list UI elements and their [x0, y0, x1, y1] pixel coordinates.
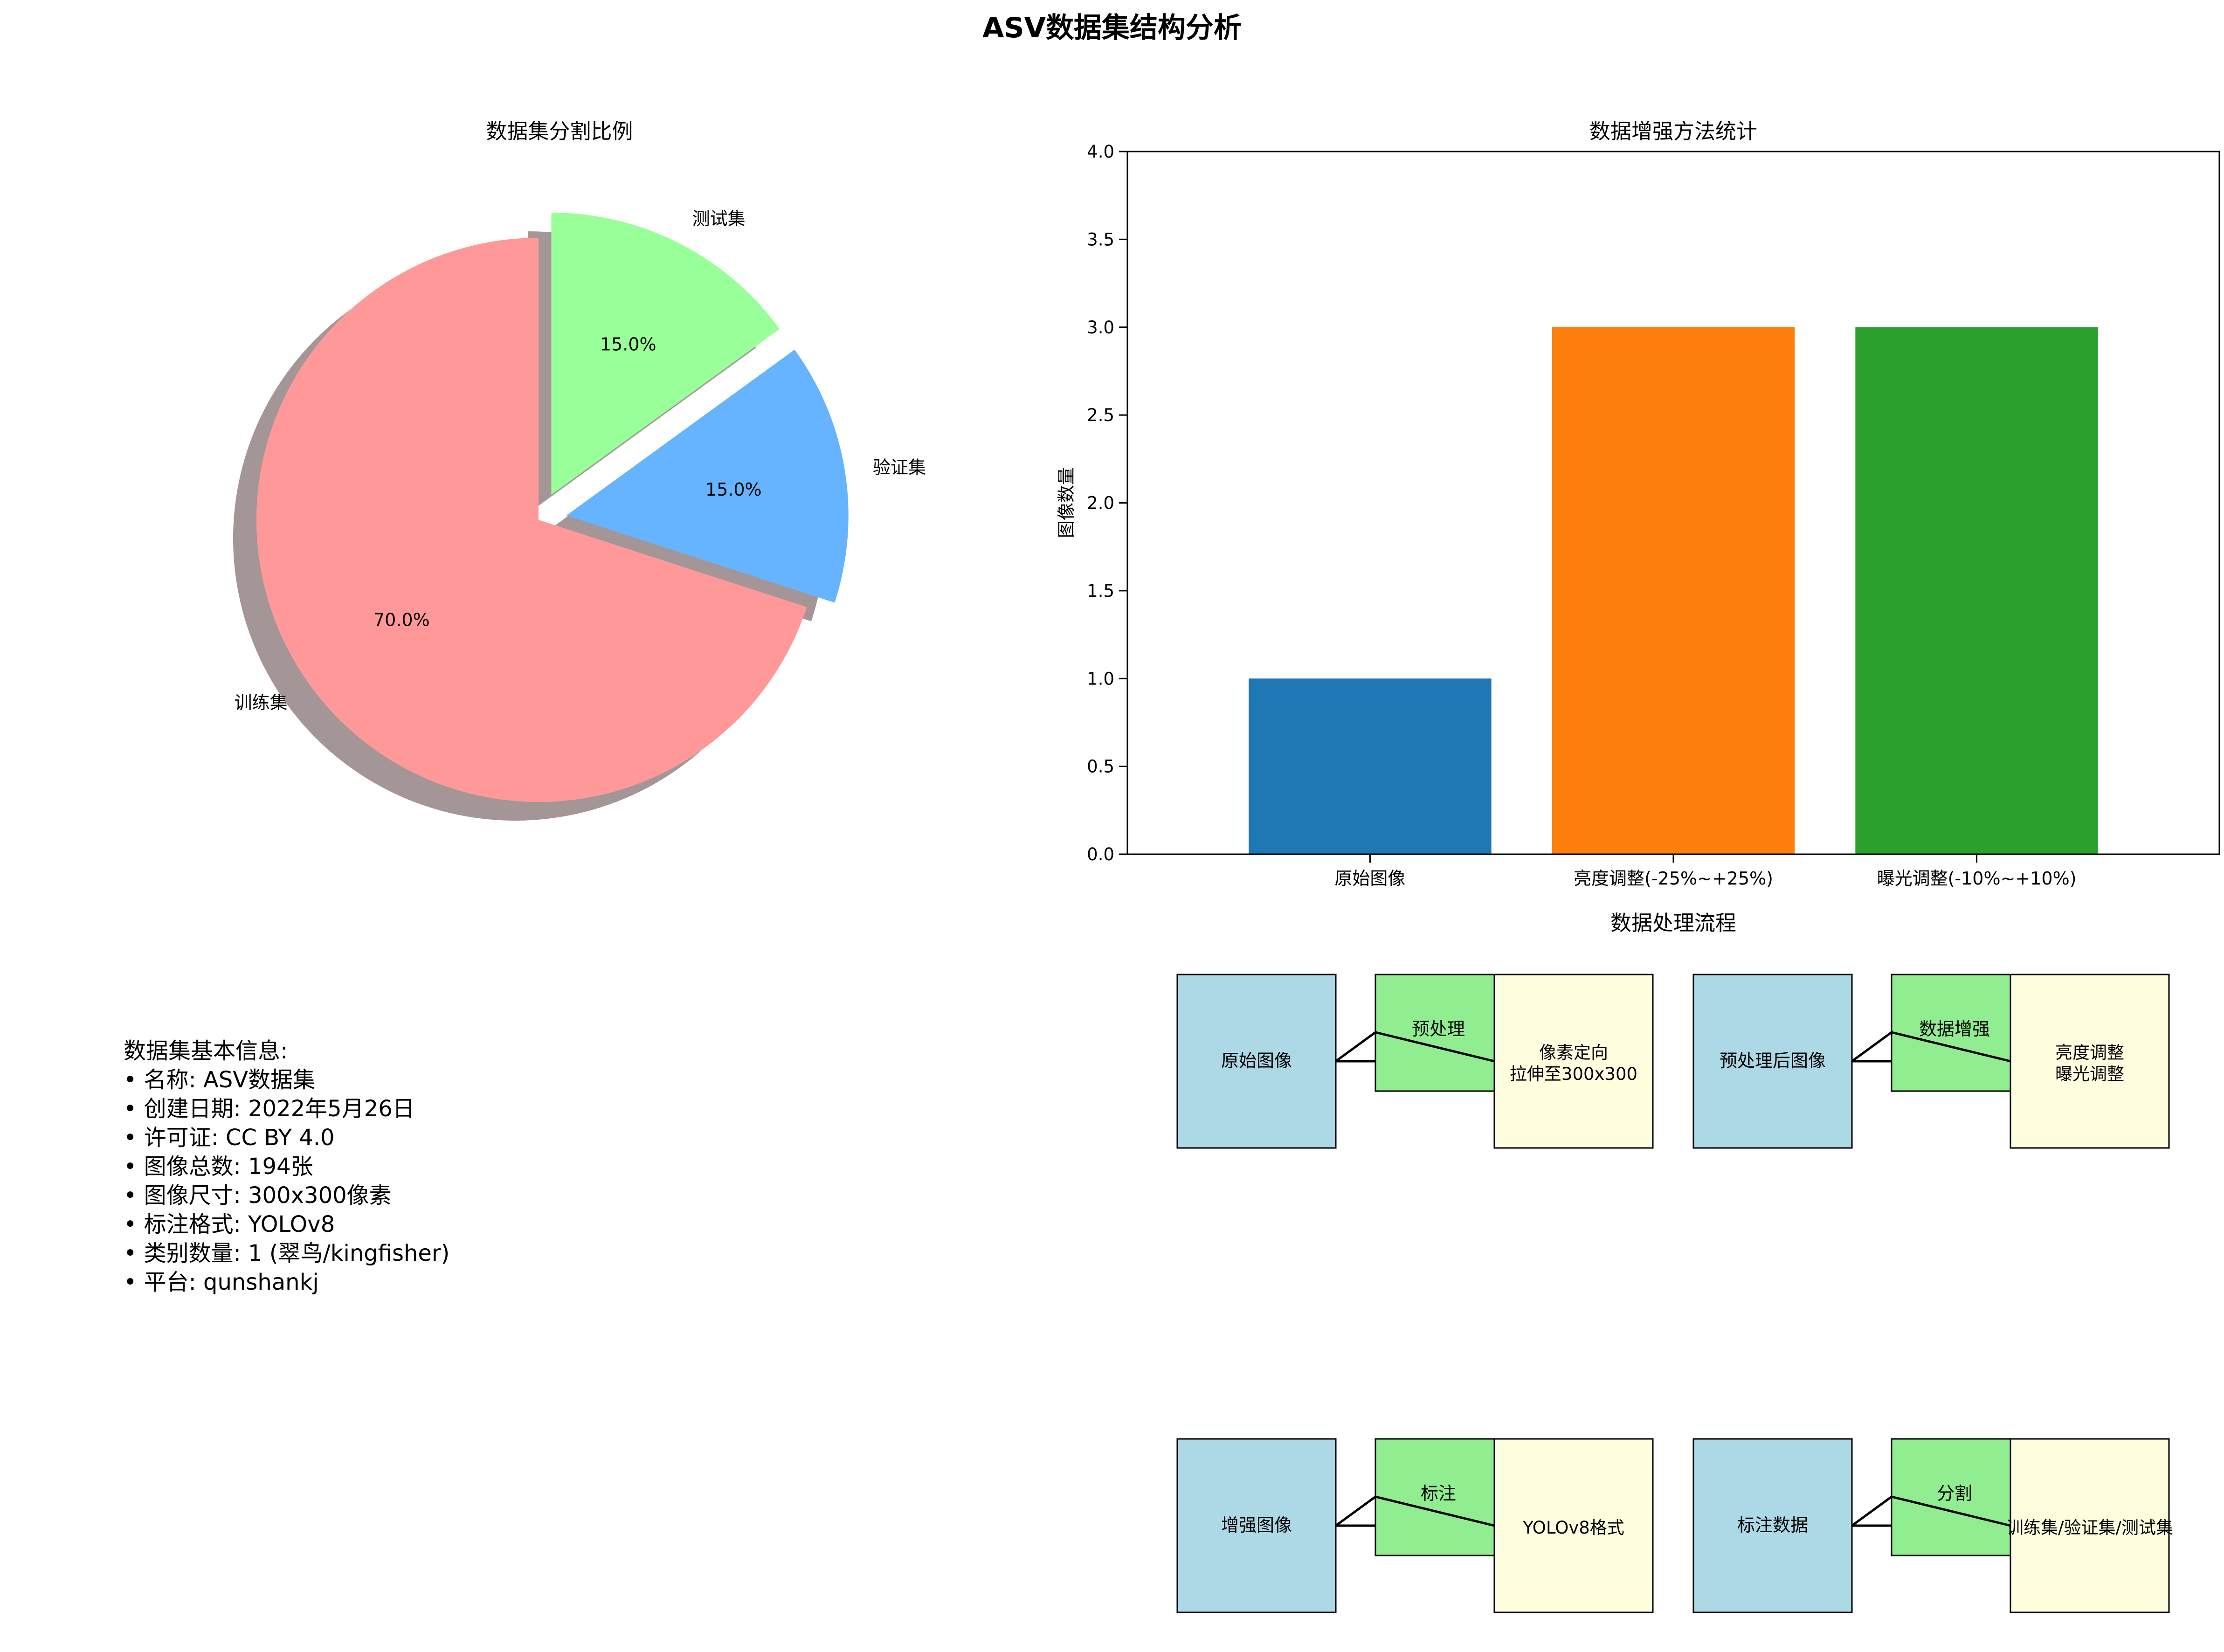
- x-tick-label: 曝光调整(-10%~+10%): [1877, 868, 2077, 889]
- pie-slice: [551, 213, 780, 495]
- bar: [1552, 327, 1795, 854]
- bar: [1249, 678, 1492, 854]
- pie-labels: 训练集 70.0% 验证集 15.0% 测试集 15.0%: [235, 208, 926, 713]
- pie-slice-label: 验证集: [873, 457, 926, 477]
- y-tick-label: 2.5: [1087, 405, 1114, 425]
- flow-source-box: [1176, 1438, 1337, 1613]
- flow-arrow-line: [1335, 1031, 1495, 1063]
- flow-source-box: [1692, 974, 1853, 1149]
- info-line: • 类别数量: 1 (翠鸟/kingfisher): [124, 1240, 449, 1266]
- flow-source-box: [1692, 1438, 1853, 1613]
- info-block: 数据集基本信息: • 名称: ASV数据集 • 创建日期: 2022年5月26日…: [124, 1038, 449, 1295]
- info-line: • 平台: qunshankj: [124, 1269, 319, 1295]
- flow-source-label: 标注数据: [1737, 1515, 1808, 1535]
- flow-stage: 增强图像 标注 YOLOv8格式: [1176, 1438, 1654, 1613]
- flow-result-label: 拉伸至300x300: [1510, 1064, 1637, 1084]
- pie-chart: 数据集分割比例 训练集 70.0% 验证集 15.0% 测试集 15.0%: [233, 119, 926, 821]
- bar-title: 数据增强方法统计: [1589, 119, 1757, 144]
- pie-wedges: [256, 213, 849, 802]
- pie-pct-label: 15.0%: [600, 334, 656, 355]
- flow-source-label: 原始图像: [1221, 1051, 1292, 1071]
- flow-source-label: 预处理后图像: [1720, 1051, 1826, 1071]
- pie-pct-label: 70.0%: [373, 609, 430, 630]
- y-tick-label: 3.0: [1087, 318, 1114, 338]
- y-tick-label: 0.0: [1087, 844, 1114, 864]
- y-axis-label: 图像数量: [1056, 467, 1077, 538]
- info-line: • 许可证: CC BY 4.0: [124, 1125, 335, 1151]
- pie-slice-label: 测试集: [692, 208, 746, 229]
- flow-arrow-line: [1335, 1495, 1495, 1527]
- flow-result-label: 亮度调整: [2055, 1043, 2124, 1063]
- flow-result-label: 像素定向: [1539, 1043, 1608, 1063]
- bar-chart: 数据增强方法统计 0.0 0.5 1.0 1.5 2.0 2.5 3.0 3.5 4.0 原始图…: [1056, 119, 2220, 889]
- flow-result-box: [2010, 1438, 2170, 1613]
- flow-result-label: YOLOv8格式: [1522, 1518, 1624, 1538]
- y-tick-label: 0.5: [1087, 757, 1114, 777]
- y-tick-label: 2.0: [1087, 493, 1114, 513]
- flow-arrow-line: [1851, 1031, 2011, 1063]
- flow-title: 数据处理流程: [1610, 911, 1736, 935]
- bar-plot-frame: [1126, 151, 2220, 855]
- figure-title: ASV数据集结构分析: [982, 12, 1242, 44]
- y-tick-label: 1.0: [1087, 669, 1114, 689]
- pie-slice: [566, 349, 849, 603]
- info-heading: 数据集基本信息:: [124, 1038, 288, 1064]
- info-line: • 图像总数: 194张: [124, 1154, 313, 1180]
- flow-step-label: 数据增强: [1919, 1019, 1990, 1039]
- y-tick-label: 1.5: [1087, 581, 1114, 601]
- flow-step-label: 分割: [1937, 1483, 1972, 1504]
- flow-source-label: 增强图像: [1221, 1515, 1292, 1535]
- y-tick-label: 4.0: [1087, 142, 1114, 162]
- bar: [1855, 327, 2098, 854]
- info-line: • 名称: ASV数据集: [124, 1067, 315, 1093]
- flow-step-box: [1374, 1438, 1495, 1556]
- pie-title: 数据集分割比例: [486, 119, 633, 144]
- y-tick-label: 3.5: [1087, 229, 1114, 249]
- flow-result-label: 训练集/验证集/测试集: [2006, 1518, 2173, 1538]
- x-axis-ticks: 原始图像 亮度调整(-25%~+25%) 曝光调整(-10%~+10%): [1334, 854, 2077, 889]
- pie-slice: [256, 238, 807, 802]
- flow-arrow-line: [1851, 1495, 2011, 1527]
- bars: [1249, 327, 2098, 854]
- x-tick-label: 原始图像: [1334, 868, 1405, 889]
- x-tick-label: 亮度调整(-25%~+25%): [1574, 868, 1773, 889]
- flow-result-label: 曝光调整: [2055, 1064, 2124, 1084]
- info-line: • 标注格式: YOLOv8: [124, 1211, 335, 1237]
- pie-slice-label: 训练集: [235, 692, 288, 713]
- flow-step-label: 标注: [1421, 1483, 1456, 1504]
- info-line: • 图像尺寸: 300x300像素: [124, 1182, 392, 1209]
- flow-step-box: [1374, 974, 1495, 1092]
- flow-step-label: 预处理: [1412, 1019, 1465, 1039]
- info-line: • 创建日期: 2022年5月26日: [124, 1096, 415, 1122]
- flow-result-box: [2010, 974, 2170, 1149]
- y-axis-ticks: 0.0 0.5 1.0 1.5 2.0 2.5 3.0 3.5 4.0: [1087, 142, 1127, 864]
- pie-pct-label: 15.0%: [705, 479, 762, 500]
